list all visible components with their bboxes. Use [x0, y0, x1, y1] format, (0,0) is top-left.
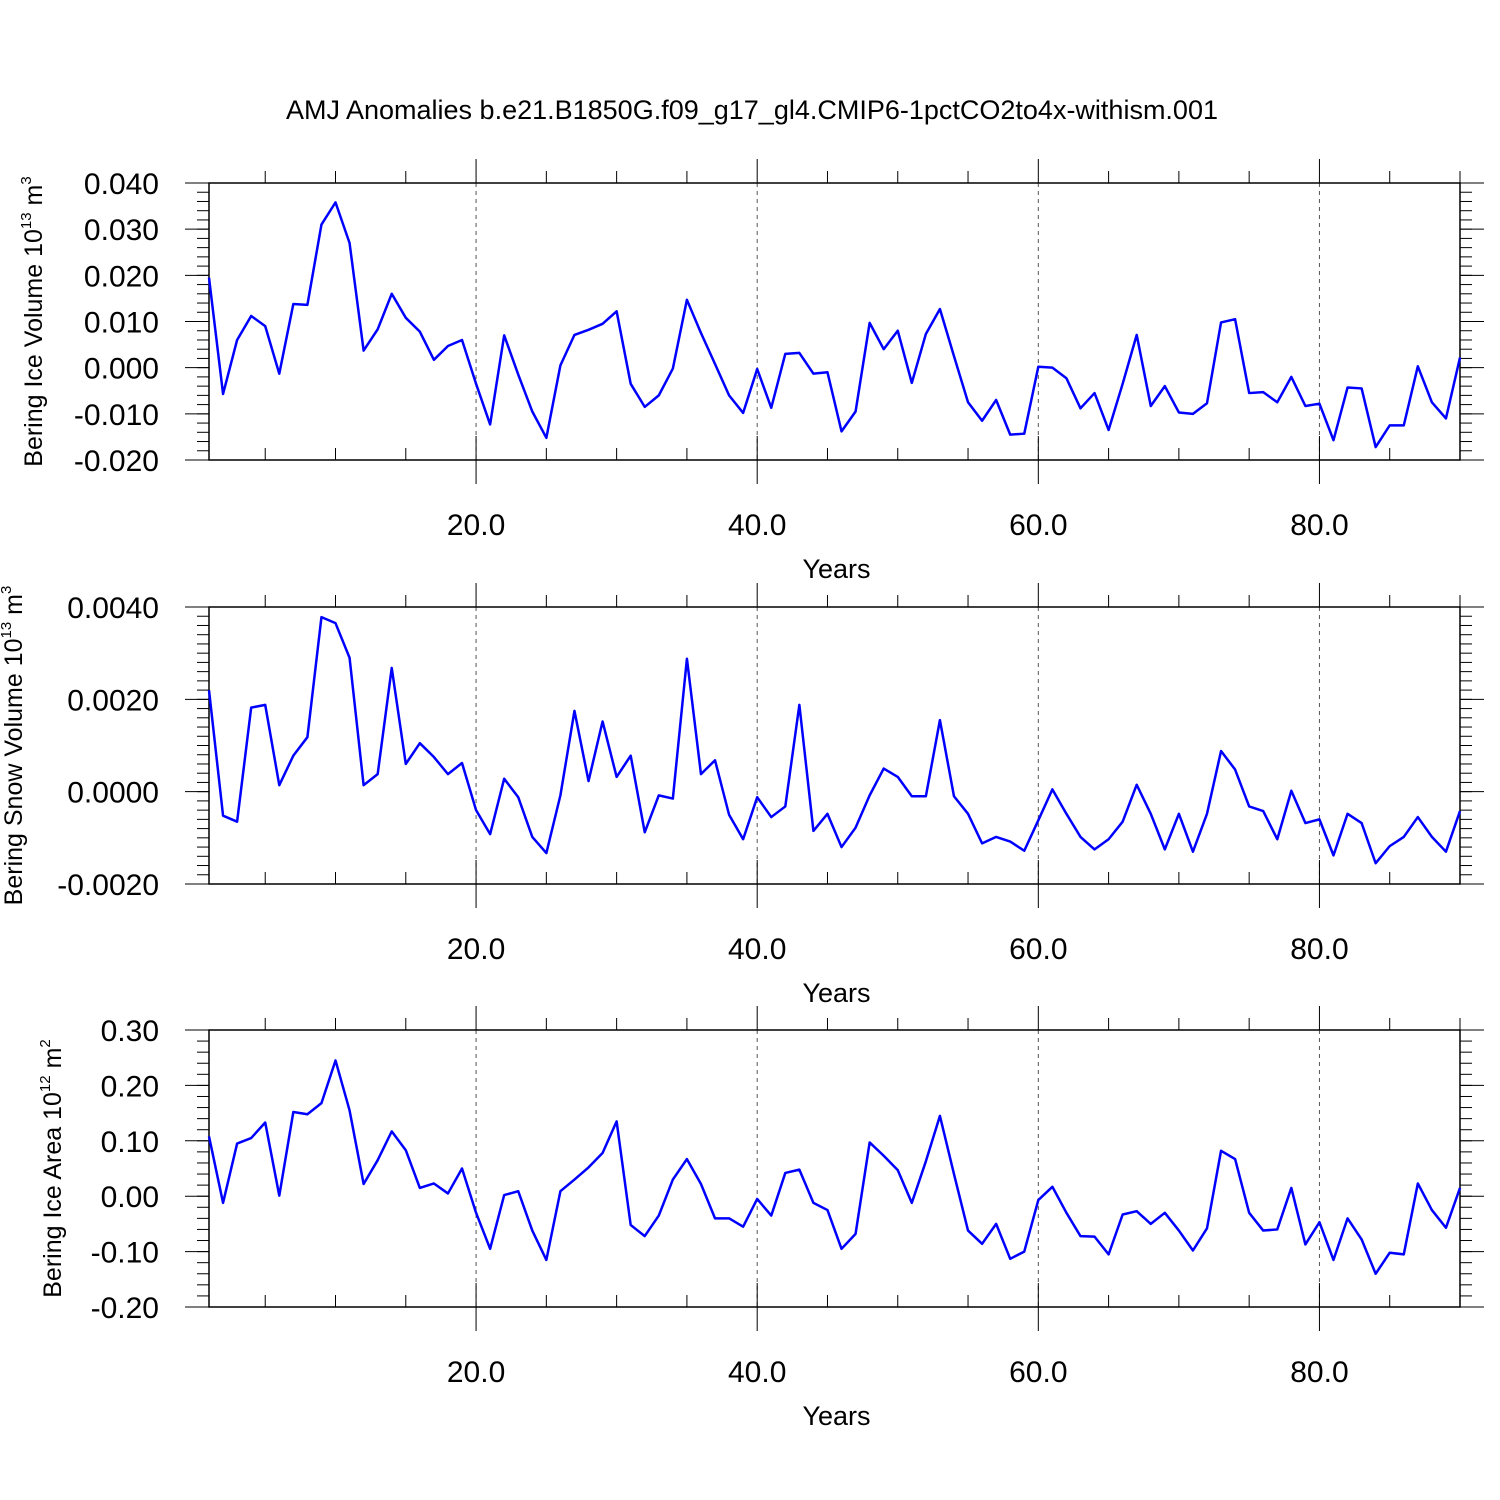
- y-tick-label: -0.010: [74, 399, 159, 432]
- y-axis-label-exponent: 12: [37, 1075, 54, 1092]
- y-axis-label-unit-exponent: 3: [0, 586, 15, 594]
- x-axis-label: Years: [802, 554, 870, 584]
- y-tick-label: 0.010: [84, 307, 159, 340]
- panel-2: 20.0 40.0 60.0 80.0 Years -0.0020 0.0000 0.0020…: [0, 583, 1484, 1008]
- x-tick-label: 80.0: [1290, 509, 1348, 542]
- y-axis-label-unit-exponent: 3: [18, 176, 35, 184]
- y-tick-label: 0.30: [101, 1015, 159, 1048]
- x-tick-label: 60.0: [1009, 1356, 1067, 1389]
- y-tick-label: 0.0040: [67, 592, 159, 625]
- y-tick-label: 0.030: [84, 214, 159, 247]
- x-tick-label: 60.0: [1009, 933, 1067, 966]
- x-tick-label: 40.0: [728, 933, 786, 966]
- y-axis-label: Bering Snow Volume 1013 m3: [0, 586, 28, 906]
- y-tick-label: 0.10: [101, 1126, 159, 1159]
- y-axis-label-unit: m: [39, 1048, 67, 1076]
- y-axis-label-unit: m: [0, 594, 28, 622]
- y-tick-label: 0.0000: [67, 777, 159, 810]
- chart-title: AMJ Anomalies b.e21.B1850G.f09_g17_gl4.C…: [286, 95, 1218, 125]
- y-axis-label-exponent: 13: [18, 212, 35, 229]
- panel-3: 20.0 40.0 60.0 80.0 Years -0.20 -0.10 0.00 0.10 0…: [37, 1006, 1484, 1431]
- y-axis-label-exponent: 13: [0, 622, 15, 639]
- x-axis-label: Years: [802, 1401, 870, 1431]
- y-tick-label: 0.000: [84, 353, 159, 386]
- x-tick-label: 80.0: [1290, 1356, 1348, 1389]
- y-axis-label-text: Bering Ice Area 10: [39, 1092, 67, 1298]
- x-tick-label: 20.0: [447, 933, 505, 966]
- y-tick-label: 0.20: [101, 1070, 159, 1103]
- x-tick-label: 80.0: [1290, 933, 1348, 966]
- y-tick-label: -0.10: [91, 1237, 159, 1270]
- y-tick-label: 0.040: [84, 168, 159, 201]
- y-tick-label: -0.20: [91, 1292, 159, 1325]
- x-tick-label: 20.0: [447, 509, 505, 542]
- x-tick-label: 60.0: [1009, 509, 1067, 542]
- plot-frame: [208, 606, 1461, 885]
- plot-frame: [208, 1029, 1461, 1308]
- series-line: [207, 201, 1462, 449]
- x-tick-label: 40.0: [728, 1356, 786, 1389]
- y-tick-label: 0.00: [101, 1181, 159, 1214]
- y-axis-label-text: Bering Ice Volume 10: [20, 229, 48, 467]
- y-tick-label: 0.0020: [67, 684, 159, 717]
- plot-frame: [208, 182, 1461, 461]
- x-tick-label: 40.0: [728, 509, 786, 542]
- series-line: [207, 1059, 1462, 1276]
- y-tick-label: -0.0020: [57, 869, 159, 902]
- y-axis-label-unit-exponent: 2: [37, 1039, 54, 1047]
- x-axis-label: Years: [802, 978, 870, 1008]
- y-axis-label: Bering Ice Area 1012 m2: [37, 1039, 67, 1298]
- panel-1: 20.0 40.0 60.0 80.0 Years -0.020 -0.010 0.000 0.…: [18, 159, 1484, 584]
- y-tick-label: -0.020: [74, 445, 159, 478]
- x-tick-label: 20.0: [447, 1356, 505, 1389]
- y-tick-label: 0.020: [84, 260, 159, 293]
- y-axis-label-unit: m: [20, 185, 48, 213]
- y-axis-label-text: Bering Snow Volume 10: [0, 638, 28, 905]
- y-axis-label: Bering Ice Volume 1013 m3: [18, 176, 48, 466]
- series-line: [207, 615, 1462, 865]
